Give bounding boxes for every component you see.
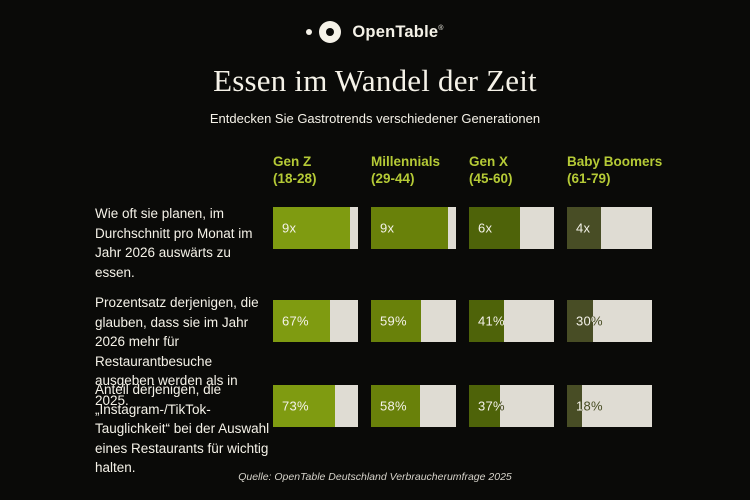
stat-bar-r2-gen-z: 67%67% [273,300,358,342]
bar-value-label-under: 18% [576,398,603,414]
bar-value-label: 9x [282,220,297,236]
source-note: Quelle: OpenTable Deutschland Verbrauche… [238,471,512,483]
row-question-1: Wie oft sie planen, im Durchschnitt pro … [95,206,253,280]
generation-age-range: (61-79) [567,171,611,186]
bar-fill: 59% [371,300,422,342]
bar-fill: 4x [567,207,601,249]
generation-name: Gen X [469,154,509,169]
column-header-gen-z: Gen Z (18-28) [273,153,317,187]
page-title: Essen im Wandel der Zeit [213,63,537,98]
logo-dot-icon [306,29,313,35]
generation-name: Baby Boomers [567,154,663,169]
row-question-3: Anteil derjenigen, die „Instagram-/TikTo… [95,382,270,475]
opentable-logo: OpenTable® [0,19,750,45]
stat-bar-r2-gen-x: 41%41% [469,300,554,342]
stat-bar-r3-millennials: 58%58% [371,385,456,427]
bar-fill: 41% [469,300,504,342]
bar-value-label: 6x [478,220,493,236]
stat-bar-r1-gen-x: 6x6x [469,207,554,249]
bar-fill: 58% [371,385,421,427]
column-header-millennials: Millennials (29-44) [371,153,440,187]
column-header-baby-boomers: Baby Boomers (61-79) [567,153,662,187]
stat-bar-r1-baby-boomers: 4x4x [567,207,652,249]
bar-value-label: 37% [478,398,500,414]
bar-value-label: 9x [380,220,395,236]
row-question-2: Prozentsatz derjenigen, die glauben, das… [95,295,259,408]
bar-fill: 30% [567,300,593,342]
brand-wordmark: OpenTable® [352,23,443,42]
generation-name: Gen Z [273,154,312,169]
generation-age-range: (29-44) [371,171,415,186]
stat-bar-r2-millennials: 59%59% [371,300,456,342]
bar-value-label: 30% [576,313,593,329]
bar-fill: 67% [273,300,330,342]
logo-plate-icon [319,21,342,43]
bar-fill: 9x [273,207,350,249]
stat-bar-r3-baby-boomers: 18%18% [567,385,652,427]
stat-bar-r3-gen-z: 73%73% [273,385,358,427]
logo-plate-hole [326,28,335,36]
bar-fill: 73% [273,385,336,427]
bar-fill: 18% [567,385,583,427]
bar-value-label: 41% [478,313,504,329]
generation-name: Millennials [371,154,441,169]
bar-value-label: 67% [282,313,309,329]
stat-bar-r3-gen-x: 37%37% [469,385,554,427]
generation-age-range: (18-28) [273,171,317,186]
generation-age-range: (45-60) [469,171,513,186]
bar-fill: 6x [469,207,520,249]
column-header-gen-x: Gen X (45-60) [469,153,513,187]
bar-fill: 9x [371,207,448,249]
bar-value-label: 4x [576,220,591,236]
bar-fill: 37% [469,385,501,427]
page-subtitle: Entdecken Sie Gastrotrends verschiedener… [209,111,541,126]
registered-mark: ® [438,24,444,32]
brand-name: OpenTable [352,22,439,41]
bar-value-label: 18% [576,398,583,414]
bar-value-label: 58% [380,398,407,414]
stat-bar-r2-baby-boomers: 30%30% [567,300,652,342]
bar-value-label: 59% [380,313,407,329]
bar-value-label: 73% [282,398,309,414]
